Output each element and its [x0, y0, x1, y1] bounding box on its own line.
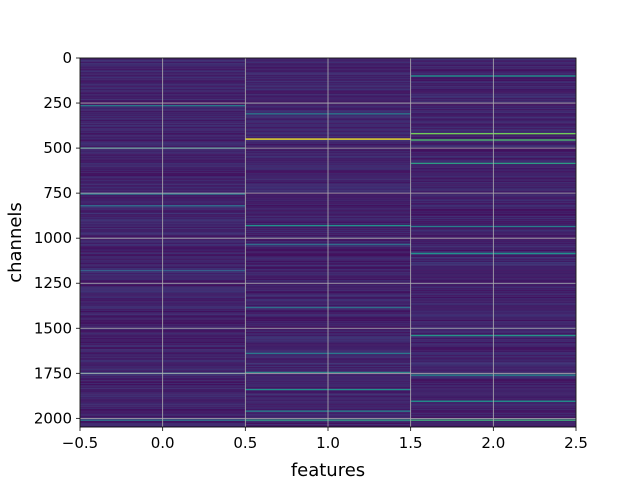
y-tick-label: 0 — [62, 49, 72, 67]
y-tick-label: 1000 — [34, 229, 72, 247]
x-tick-label: −0.5 — [62, 434, 98, 452]
y-tick-label: 1500 — [34, 319, 72, 337]
y-tick-label: 750 — [43, 184, 72, 202]
y-tick-label: 1750 — [34, 364, 72, 382]
x-axis-ticks: −0.5 0.0 0.5 1.0 1.5 2.0 2.5 — [62, 427, 588, 452]
y-tick-label: 250 — [43, 94, 72, 112]
x-tick-label: 1.0 — [316, 434, 340, 452]
x-tick-label: 1.5 — [399, 434, 423, 452]
y-axis-label: channels — [5, 202, 26, 283]
x-tick-label: 2.0 — [481, 434, 505, 452]
y-tick-label: 2000 — [34, 409, 72, 427]
y-tick-label: 1250 — [34, 274, 72, 292]
y-tick-label: 500 — [43, 139, 72, 157]
x-tick-label: 0.0 — [151, 434, 175, 452]
x-tick-label: 2.5 — [564, 434, 588, 452]
x-axis-label: features — [291, 460, 365, 480]
y-axis-ticks: 0 250 500 750 1000 1250 1500 1750 2000 — [34, 49, 80, 427]
x-tick-label: 0.5 — [233, 434, 257, 452]
